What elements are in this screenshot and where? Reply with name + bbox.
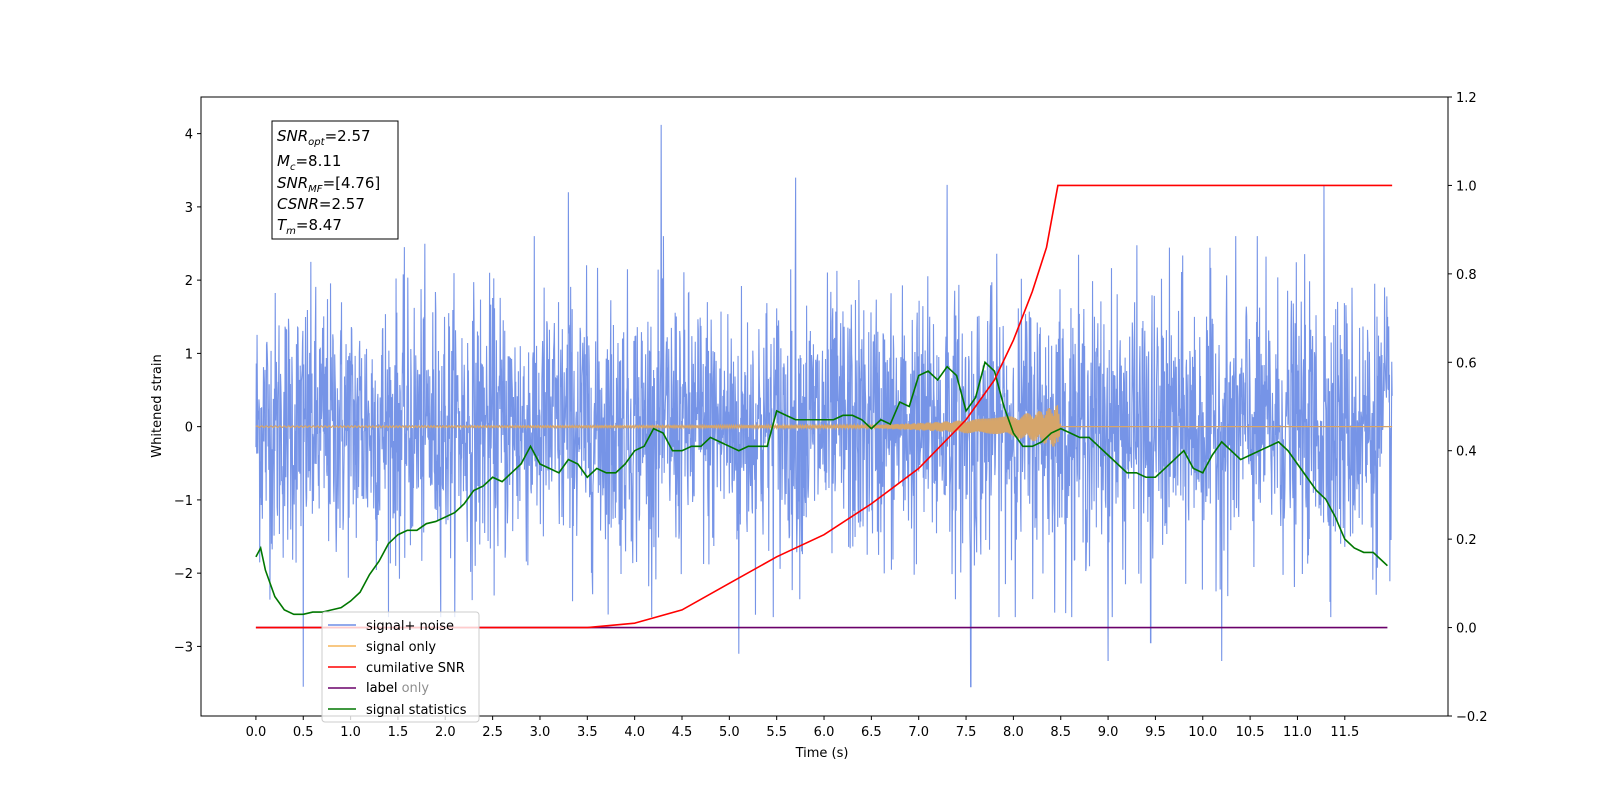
y2-tick-label: 0.4 (1456, 445, 1477, 460)
y-tick-label: −3 (174, 640, 193, 655)
x-tick-label: 1.0 (340, 725, 361, 740)
x-tick-label: 0.0 (246, 725, 267, 740)
x-tick-label: 10.5 (1236, 725, 1265, 740)
legend-frame (321, 611, 480, 723)
y2-tick-label: 1.2 (1456, 91, 1477, 106)
y-axis-ticks: 4 3 2 1 0 −1 −2 −3 (174, 128, 201, 655)
x-tick-label: 5.5 (766, 725, 787, 740)
series-signal-plus-noise (255, 124, 1393, 688)
x-tick-label: 4.0 (624, 725, 645, 740)
info-mc: Mc=8.11 (277, 152, 341, 173)
x-axis-ticks: 0.0 0.5 1.0 1.5 2.0 2.5 3.0 3.5 4.0 4.5 5.0 5.5 6.0 6… (246, 716, 1359, 740)
x-tick-label: 6.5 (861, 725, 882, 740)
y2-tick-label: 0.2 (1456, 533, 1477, 548)
x-tick-label: 7.5 (956, 725, 977, 740)
y-tick-label: 0 (185, 421, 193, 436)
y-tick-label: 2 (185, 274, 193, 289)
y2-tick-label: 0.6 (1456, 356, 1477, 371)
info-box-frame (271, 120, 399, 240)
x-tick-label: 11.0 (1283, 725, 1312, 740)
y2-tick-label: 0.8 (1456, 268, 1477, 283)
y-axis-label: Whitened strain (150, 354, 165, 457)
y-tick-label: 3 (185, 201, 193, 216)
y2-axis-ticks: 1.2 1.0 0.8 0.6 0.4 0.2 0.0 −0.2 (1448, 91, 1488, 725)
x-tick-label: 4.5 (672, 725, 693, 740)
x-tick-label: 9.0 (1098, 725, 1119, 740)
y-tick-label: −2 (174, 567, 193, 582)
y-tick-label: 4 (185, 128, 193, 143)
legend-label-signal-only: signal only (366, 640, 436, 655)
legend-label-signal-statistics: signal statistics (366, 703, 467, 718)
legend-label-cumulative-snr: cumilative SNR (366, 661, 465, 676)
x-tick-label: 3.0 (530, 725, 551, 740)
legend-label-label: label (366, 681, 397, 696)
y-tick-label: 1 (185, 347, 193, 362)
x-tick-label: 0.5 (293, 725, 314, 740)
info-tm: Tm=8.47 (277, 216, 342, 237)
series-cumulative-snr (255, 184, 1393, 629)
info-box: SNRopt=2.57 Mc=8.11 SNRMF=[4.76] CSNR=2.… (271, 120, 399, 240)
legend: label only signal+ noise signal only cum… (321, 611, 480, 723)
x-tick-label: 6.0 (814, 725, 835, 740)
y2-tick-label: 1.0 (1456, 179, 1477, 194)
legend-label-signal-noise: signal+ noise (366, 619, 454, 634)
y-tick-label: −1 (174, 494, 193, 509)
x-axis-label: Time (s) (795, 746, 849, 761)
x-tick-label: 8.0 (1003, 725, 1024, 740)
x-tick-label: 1.5 (388, 725, 409, 740)
legend-hidden-label: label only (366, 681, 429, 696)
y2-tick-label: 0.0 (1456, 622, 1477, 637)
x-tick-label: 7.0 (908, 725, 929, 740)
x-tick-label: 8.5 (1050, 725, 1071, 740)
y2-tick-label: −0.2 (1456, 710, 1488, 725)
info-snr-mf: SNRMF=[4.76] (277, 174, 380, 195)
series-signal-only (255, 404, 1393, 447)
x-tick-label: 10.0 (1188, 725, 1217, 740)
x-tick-label: 11.5 (1330, 725, 1359, 740)
x-tick-label: 9.5 (1145, 725, 1166, 740)
series-signal-statistics (255, 360, 1388, 616)
x-tick-label: 5.0 (719, 725, 740, 740)
info-snr-opt: SNRopt=2.57 (277, 127, 371, 148)
info-csnr: CSNR=2.57 (277, 195, 365, 213)
x-tick-label: 2.0 (435, 725, 456, 740)
x-tick-label: 2.5 (482, 725, 503, 740)
x-tick-label: 3.5 (577, 725, 598, 740)
